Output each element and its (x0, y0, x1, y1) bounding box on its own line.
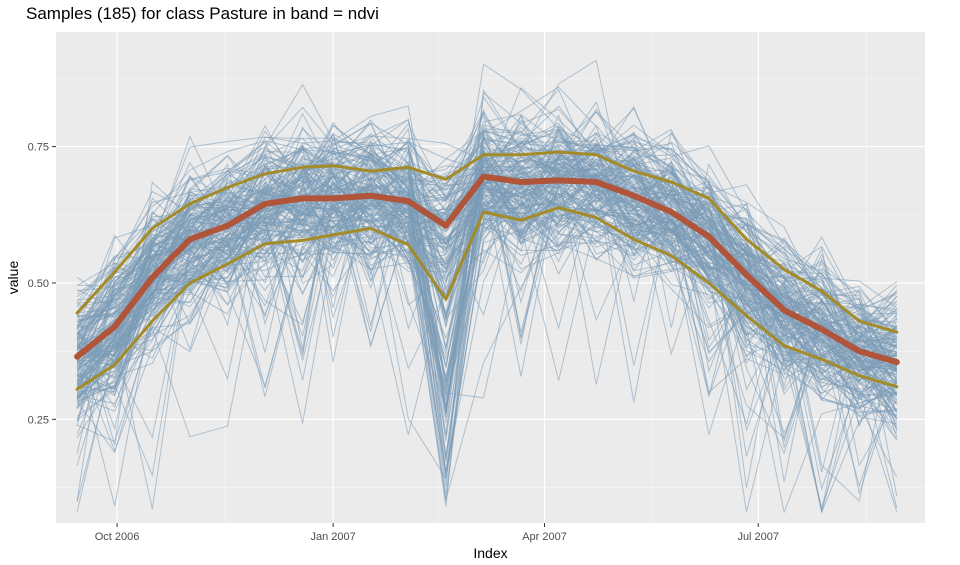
sample-series-line (76, 185, 898, 440)
sample-series-line (76, 173, 898, 513)
median-line (74, 173, 900, 366)
x-tick-label: Jan 2007 (311, 531, 356, 543)
sample-series-line (76, 88, 898, 502)
sample-series-line (76, 183, 898, 420)
y-tick-label: 0.75 (28, 142, 49, 154)
sample-series-line (76, 130, 897, 382)
sample-series-line (76, 183, 898, 420)
chart-title: Samples (185) for class Pasture in band … (26, 4, 379, 23)
sample-series-line (76, 122, 898, 374)
sample-series-line (76, 196, 898, 435)
sample-series-line (76, 204, 897, 455)
sample-series-line (76, 174, 898, 479)
x-tick-label: Apr 2007 (522, 531, 567, 543)
sample-series-line (76, 128, 897, 328)
sample-series-line (76, 173, 897, 363)
x-axis-title: Index (473, 545, 507, 561)
x-tick-label: Oct 2006 (95, 531, 140, 543)
sample-series-line (77, 124, 897, 418)
y-axis-title: value (5, 261, 21, 295)
sample-series-line (76, 111, 898, 338)
sample-series-line (76, 166, 898, 429)
sample-series-group (76, 59, 898, 514)
lower-quantile-line (75, 206, 899, 391)
sample-series-line (76, 170, 898, 392)
sample-series-line (76, 196, 897, 397)
y-tick-label: 0.50 (28, 278, 49, 290)
sample-series-line (76, 216, 898, 478)
upper-quantile-line (75, 150, 899, 334)
y-tick-label: 0.25 (28, 414, 49, 426)
sample-series-line (76, 150, 898, 401)
sample-series-line (76, 141, 897, 460)
x-tick-label: Jul 2007 (737, 531, 779, 543)
sample-series-line (76, 159, 897, 381)
